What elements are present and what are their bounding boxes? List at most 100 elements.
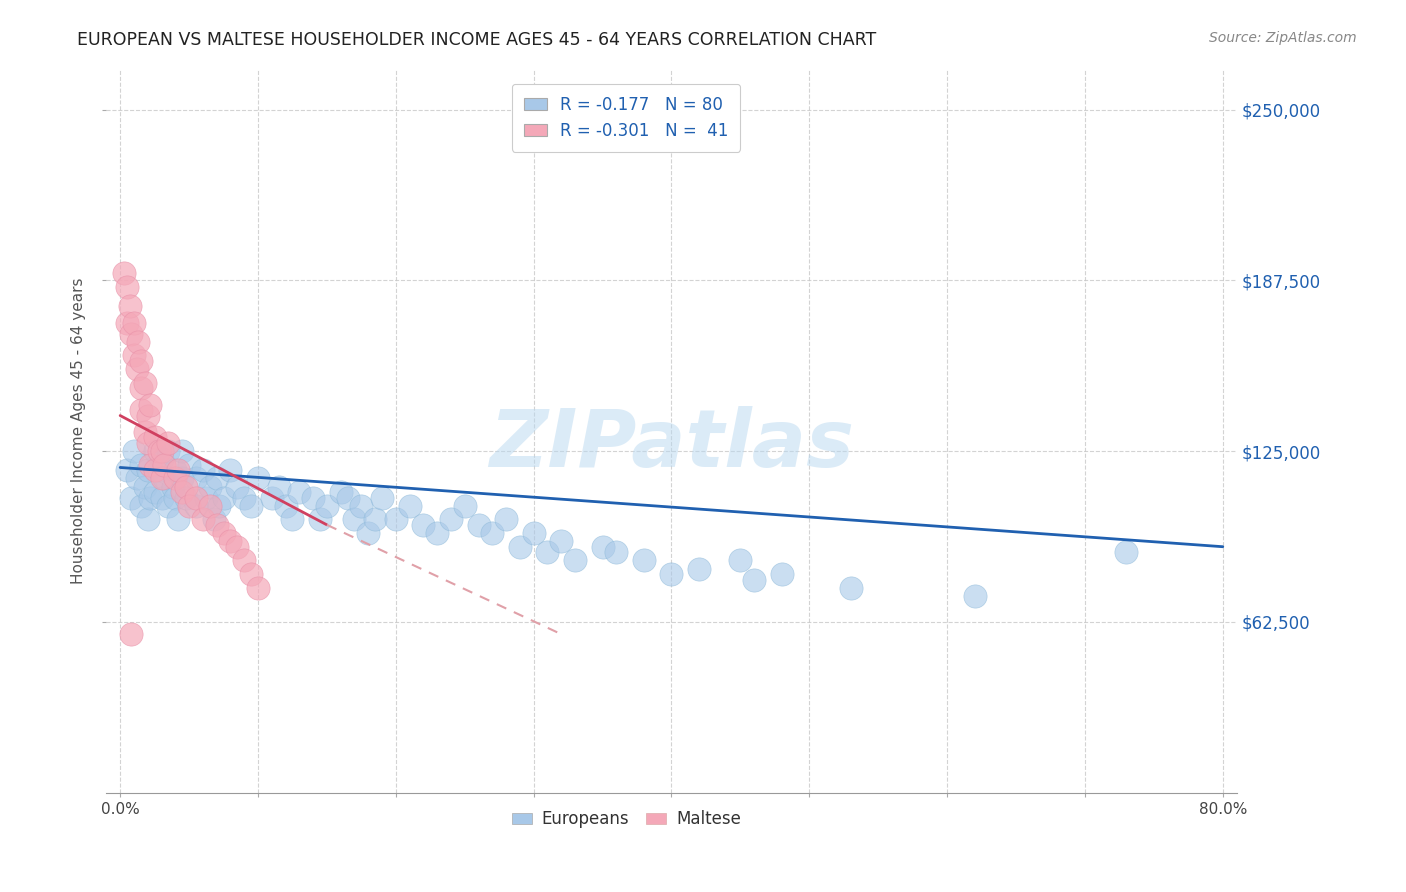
Point bbox=[246, 471, 269, 485]
Point bbox=[172, 485, 194, 500]
Point bbox=[115, 463, 138, 477]
Point bbox=[129, 458, 152, 472]
Point bbox=[212, 491, 235, 505]
Text: Source: ZipAtlas.com: Source: ZipAtlas.com bbox=[1209, 31, 1357, 45]
Point bbox=[309, 512, 332, 526]
Point bbox=[118, 299, 141, 313]
Point bbox=[122, 348, 145, 362]
Point bbox=[495, 512, 517, 526]
Point bbox=[963, 589, 986, 603]
Point bbox=[172, 444, 194, 458]
Point bbox=[233, 553, 256, 567]
Point bbox=[143, 430, 166, 444]
Point bbox=[139, 398, 162, 412]
Point bbox=[302, 491, 325, 505]
Point bbox=[127, 334, 149, 349]
Point bbox=[467, 517, 489, 532]
Point bbox=[176, 491, 198, 505]
Point bbox=[129, 499, 152, 513]
Point bbox=[177, 458, 200, 472]
Point bbox=[115, 280, 138, 294]
Point bbox=[139, 491, 162, 505]
Point bbox=[194, 491, 217, 505]
Point bbox=[536, 545, 558, 559]
Point bbox=[153, 471, 176, 485]
Point bbox=[240, 499, 263, 513]
Point bbox=[136, 436, 159, 450]
Point bbox=[129, 381, 152, 395]
Point bbox=[150, 471, 173, 485]
Point bbox=[122, 444, 145, 458]
Point bbox=[202, 512, 225, 526]
Text: ZIPatlas: ZIPatlas bbox=[489, 406, 853, 484]
Point bbox=[205, 517, 228, 532]
Point bbox=[329, 485, 352, 500]
Point bbox=[157, 444, 180, 458]
Point bbox=[364, 512, 387, 526]
Point bbox=[219, 534, 242, 549]
Y-axis label: Householder Income Ages 45 - 64 years: Householder Income Ages 45 - 64 years bbox=[72, 277, 86, 584]
Point bbox=[172, 471, 194, 485]
Point bbox=[165, 471, 187, 485]
Point bbox=[316, 499, 339, 513]
Point bbox=[246, 581, 269, 595]
Point bbox=[240, 567, 263, 582]
Point bbox=[120, 326, 142, 341]
Point bbox=[150, 452, 173, 467]
Point bbox=[167, 512, 190, 526]
Point bbox=[336, 491, 359, 505]
Point bbox=[398, 499, 420, 513]
Point bbox=[226, 540, 249, 554]
Point bbox=[633, 553, 655, 567]
Point bbox=[281, 512, 304, 526]
Point bbox=[371, 491, 394, 505]
Point bbox=[208, 499, 231, 513]
Point bbox=[274, 499, 297, 513]
Point bbox=[184, 491, 207, 505]
Point bbox=[198, 499, 221, 513]
Point bbox=[191, 512, 214, 526]
Point bbox=[184, 499, 207, 513]
Point bbox=[357, 526, 380, 541]
Point bbox=[184, 471, 207, 485]
Point bbox=[454, 499, 477, 513]
Point bbox=[730, 553, 752, 567]
Point bbox=[150, 491, 173, 505]
Point bbox=[129, 403, 152, 417]
Point bbox=[385, 512, 408, 526]
Point bbox=[191, 463, 214, 477]
Point bbox=[134, 376, 156, 390]
Point bbox=[143, 444, 166, 458]
Point bbox=[125, 471, 148, 485]
Point bbox=[481, 526, 503, 541]
Point bbox=[129, 354, 152, 368]
Point bbox=[839, 581, 862, 595]
Point bbox=[143, 485, 166, 500]
Point bbox=[212, 526, 235, 541]
Point bbox=[139, 458, 162, 472]
Point bbox=[153, 458, 176, 472]
Point bbox=[742, 573, 765, 587]
Point bbox=[120, 627, 142, 641]
Point bbox=[136, 409, 159, 423]
Point bbox=[115, 316, 138, 330]
Point bbox=[177, 499, 200, 513]
Point bbox=[426, 526, 449, 541]
Point bbox=[564, 553, 586, 567]
Point bbox=[226, 480, 249, 494]
Point bbox=[134, 425, 156, 439]
Point bbox=[165, 463, 187, 477]
Point bbox=[148, 463, 170, 477]
Point bbox=[412, 517, 434, 532]
Point bbox=[148, 444, 170, 458]
Point bbox=[165, 491, 187, 505]
Point bbox=[343, 512, 366, 526]
Point bbox=[219, 463, 242, 477]
Point bbox=[770, 567, 793, 582]
Point bbox=[1115, 545, 1137, 559]
Point bbox=[122, 316, 145, 330]
Point bbox=[260, 491, 283, 505]
Point bbox=[205, 471, 228, 485]
Point bbox=[605, 545, 627, 559]
Point bbox=[136, 512, 159, 526]
